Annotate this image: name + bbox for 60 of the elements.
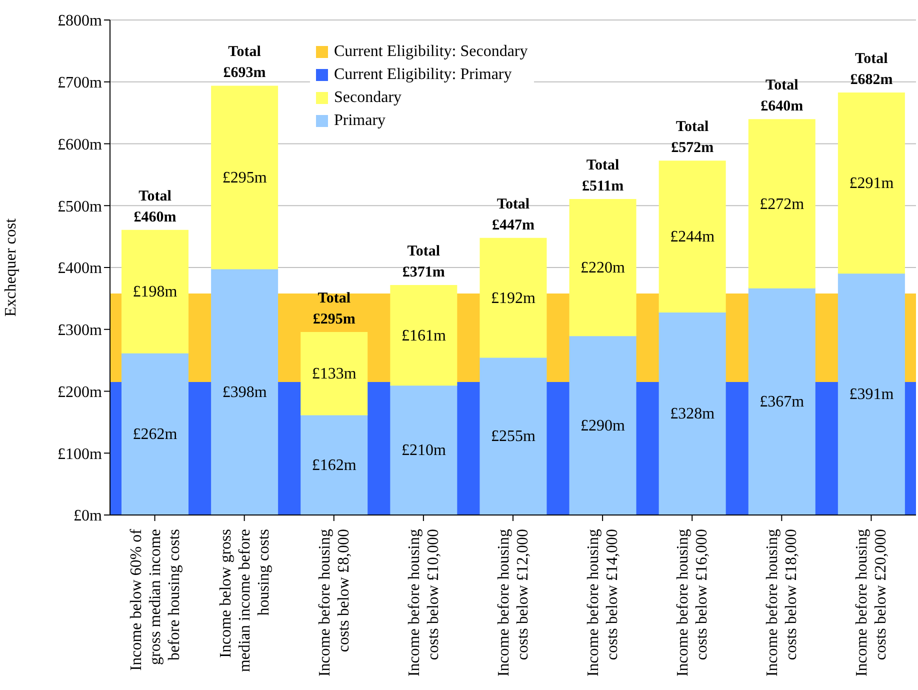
y-tick-label: £700m [58, 74, 103, 92]
data-label: £367m [760, 393, 805, 410]
data-label: £291m [849, 175, 894, 192]
total-label: Total £371m [402, 243, 446, 280]
bar [569, 198, 636, 336]
data-label: £272m [760, 196, 805, 213]
bar [480, 238, 547, 358]
y-tick-label: £200m [58, 384, 103, 401]
bar [300, 332, 368, 416]
total-label: Total £640m [760, 78, 804, 115]
y-axis-title: Exchequer cost [2, 218, 20, 317]
data-label: £391m [849, 386, 894, 404]
y-tick-label: £0m [74, 508, 103, 525]
legend-label: Primary [334, 111, 386, 131]
y-tick-label: £600m [58, 136, 103, 154]
bar [122, 352, 188, 515]
bar [122, 230, 188, 354]
bar [211, 268, 278, 515]
x-tick-label: Income below 60% of gross median income before housing costs [128, 528, 183, 671]
data-label: £133m [312, 366, 357, 383]
bar [838, 92, 905, 274]
data-label: £295m [222, 169, 268, 186]
data-label: £198m [132, 284, 178, 301]
legend-label: Current Eligibility: Secondary [334, 42, 528, 62]
bar [480, 356, 547, 515]
data-label: £192m [490, 290, 536, 307]
legend-label: Secondary [334, 88, 402, 108]
legend-label: Current Eligibility: Primary [334, 65, 512, 85]
bar [390, 284, 458, 386]
data-label: £255m [490, 428, 536, 446]
y-tick-label: £400m [58, 260, 103, 278]
data-label: £290m [580, 417, 626, 434]
total-label: Total £572m [671, 119, 714, 156]
y-tick-label: £500m [58, 198, 103, 216]
data-label: £398m [222, 384, 268, 401]
bar [300, 414, 368, 515]
data-label: £262m [132, 426, 178, 443]
total-label: Total £460m [134, 188, 177, 226]
bar [390, 384, 458, 515]
data-label: £220m [580, 260, 626, 276]
data-label: £328m [670, 406, 716, 423]
total-label: Total £693m [223, 44, 266, 82]
total-label: Total £447m [492, 196, 535, 234]
bar [838, 272, 905, 515]
bar [748, 119, 816, 288]
data-label: £210m [401, 442, 446, 460]
bar [658, 312, 726, 515]
y-tick-label: £100m [58, 446, 103, 463]
y-tick-label: £300m [58, 322, 103, 340]
total-label: Total £682m [850, 51, 894, 88]
bar [569, 335, 636, 515]
bar [658, 160, 726, 313]
y-tick-label: £800m [58, 12, 103, 30]
total-label: Total £295m [312, 290, 356, 328]
data-label: £244m [670, 228, 716, 246]
total-label: Total £511m [582, 157, 624, 194]
bar [211, 86, 278, 270]
data-label: £161m [401, 327, 446, 344]
bar [748, 287, 816, 515]
data-label: £162m [312, 456, 357, 474]
